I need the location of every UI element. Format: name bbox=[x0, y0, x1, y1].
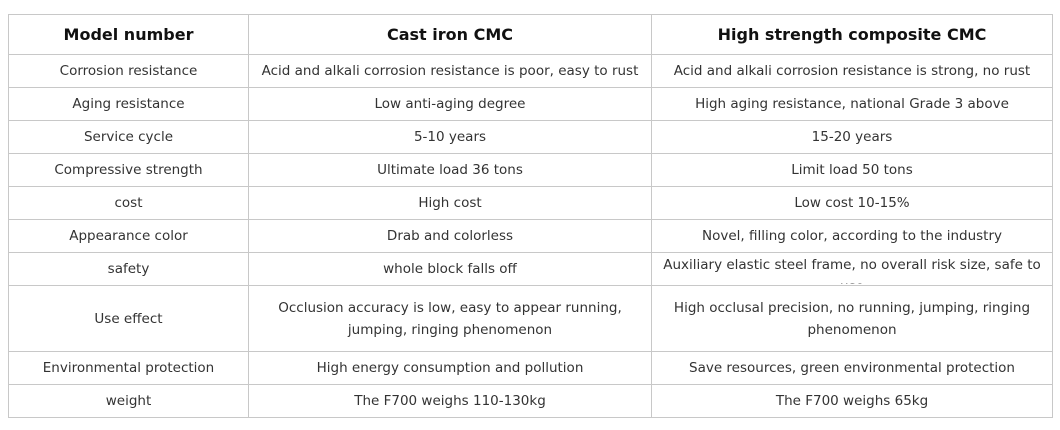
cell-text: Acid and alkali corrosion resistance is … bbox=[261, 63, 639, 79]
table-cell: Appearance color bbox=[8, 219, 249, 253]
table-cell: Save resources, green environmental prot… bbox=[651, 351, 1053, 385]
cell-text: Acid and alkali corrosion resistance is … bbox=[673, 63, 1031, 79]
header-cell: Model number bbox=[8, 14, 249, 55]
table-row: Use effect Occlusion accuracy is low, eas… bbox=[8, 285, 1053, 352]
table-cell: High occlusal precision, no running, jum… bbox=[651, 285, 1053, 352]
cell-text: Corrosion resistance bbox=[59, 63, 198, 79]
table-cell: Environmental protection bbox=[8, 351, 249, 385]
cell-text: 5-10 years bbox=[413, 129, 487, 145]
cell-text: Appearance color bbox=[69, 228, 188, 244]
cell-text: Novel, filling color, according to the i… bbox=[702, 228, 1002, 244]
cell-text: High energy consumption and pollution bbox=[316, 360, 584, 376]
table-row: Corrosion resistance Acid and alkali corr… bbox=[8, 54, 1053, 88]
table-cell: Use effect bbox=[8, 285, 249, 352]
cell-text: High occlusal precision, no running, jum… bbox=[673, 299, 1031, 338]
table-cell: Corrosion resistance bbox=[8, 54, 249, 88]
table-row: Aging resistance Low anti-aging degree Hig… bbox=[8, 87, 1053, 121]
header-cell: Cast iron CMC bbox=[248, 14, 652, 55]
table-cell: Limit load 50 tons bbox=[651, 153, 1053, 187]
table-row: Appearance color Drab and colorless Novel,… bbox=[8, 219, 1053, 253]
cell-text: weight bbox=[105, 393, 152, 409]
table-cell: Service cycle bbox=[8, 120, 249, 154]
table-cell: weight bbox=[8, 384, 249, 418]
table-cell: 5-10 years bbox=[248, 120, 652, 154]
cell-text: High aging resistance, national Grade 3 … bbox=[695, 96, 1009, 112]
cell-text: High cost bbox=[418, 195, 482, 211]
table-cell: Occlusion accuracy is low, easy to appea… bbox=[248, 285, 652, 352]
table-cell: Compressive strength bbox=[8, 153, 249, 187]
table-cell: Low anti-aging degree bbox=[248, 87, 652, 121]
table-cell: safety bbox=[8, 252, 249, 286]
cell-text: Use effect bbox=[94, 310, 163, 327]
cell-text: Aging resistance bbox=[72, 96, 185, 112]
cell-text: Low anti-aging degree bbox=[374, 96, 526, 112]
table-cell: Drab and colorless bbox=[248, 219, 652, 253]
table-cell: 15-20 years bbox=[651, 120, 1053, 154]
table-cell: Acid and alkali corrosion resistance is … bbox=[651, 54, 1053, 88]
comparison-table: Model number Cast iron CMC High strength c… bbox=[8, 14, 1053, 418]
table-row: Environmental protection High energy cons… bbox=[8, 351, 1053, 385]
table-cell: whole block falls off bbox=[248, 252, 652, 286]
table-cell: The F700 weighs 65kg bbox=[651, 384, 1053, 418]
table-header: Model number Cast iron CMC High strength c… bbox=[8, 14, 1053, 55]
table-cell: High cost bbox=[248, 186, 652, 220]
cell-text: cost bbox=[114, 195, 143, 211]
cell-text: Ultimate load 36 tons bbox=[377, 162, 523, 178]
table-row: Service cycle 5-10 years 15-20 years bbox=[8, 120, 1053, 154]
table-row: Compressive strength Ultimate load 36 ton… bbox=[8, 153, 1053, 187]
table-body: Corrosion resistance Acid and alkali corr… bbox=[8, 54, 1053, 418]
cell-text: Service cycle bbox=[83, 129, 174, 145]
cell-text: Environmental protection bbox=[42, 360, 215, 376]
cell-text: Save resources, green environmental prot… bbox=[689, 360, 1015, 376]
cell-text: Drab and colorless bbox=[386, 228, 514, 244]
cell-text: The F700 weighs 110-130kg bbox=[354, 393, 546, 409]
table-cell: Auxiliary elastic steel frame, no overal… bbox=[651, 252, 1053, 286]
table-cell: High energy consumption and pollution bbox=[248, 351, 652, 385]
table-row: weight The F700 weighs 110-130kg The F700 … bbox=[8, 384, 1053, 418]
cell-text: Compressive strength bbox=[54, 162, 203, 178]
cell-text: Auxiliary elastic steel frame, no overal… bbox=[663, 257, 1041, 284]
table-row: safety whole block falls off Auxiliary ela… bbox=[8, 252, 1053, 286]
cell-text: The F700 weighs 65kg bbox=[775, 393, 929, 409]
table-cell: Novel, filling color, according to the i… bbox=[651, 219, 1053, 253]
table-cell: cost bbox=[8, 186, 249, 220]
cell-text: Limit load 50 tons bbox=[791, 162, 913, 178]
header-row: Model number Cast iron CMC High strength c… bbox=[8, 14, 1053, 55]
header-cell: High strength composite CMC bbox=[651, 14, 1053, 55]
table-cell: Acid and alkali corrosion resistance is … bbox=[248, 54, 652, 88]
cell-text: Low cost 10-15% bbox=[794, 195, 910, 211]
cell-text: 15-20 years bbox=[811, 129, 893, 145]
table-cell: Aging resistance bbox=[8, 87, 249, 121]
table-cell: High aging resistance, national Grade 3 … bbox=[651, 87, 1053, 121]
table-cell: Low cost 10-15% bbox=[651, 186, 1053, 220]
table-row: cost High cost Low cost 10-15% bbox=[8, 186, 1053, 220]
cell-text: whole block falls off bbox=[383, 261, 517, 277]
cell-text: Occlusion accuracy is low, easy to appea… bbox=[278, 299, 622, 338]
table-cell: The F700 weighs 110-130kg bbox=[248, 384, 652, 418]
cell-text: safety bbox=[107, 261, 150, 277]
table-cell: Ultimate load 36 tons bbox=[248, 153, 652, 187]
